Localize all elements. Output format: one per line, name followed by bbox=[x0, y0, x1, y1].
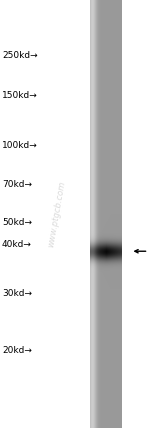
Text: 30kd→: 30kd→ bbox=[2, 288, 32, 298]
Text: 150kd→: 150kd→ bbox=[2, 90, 38, 100]
Text: www.ptgcb.com: www.ptgcb.com bbox=[47, 180, 67, 248]
Text: 70kd→: 70kd→ bbox=[2, 179, 32, 189]
Text: 250kd→: 250kd→ bbox=[2, 51, 38, 60]
Text: 20kd→: 20kd→ bbox=[2, 346, 32, 356]
Text: 100kd→: 100kd→ bbox=[2, 141, 38, 150]
Text: 40kd→: 40kd→ bbox=[2, 240, 32, 250]
Text: 50kd→: 50kd→ bbox=[2, 218, 32, 227]
